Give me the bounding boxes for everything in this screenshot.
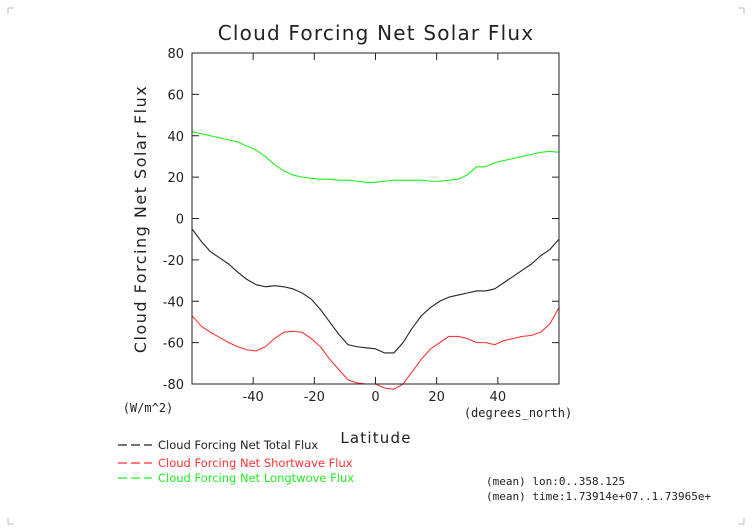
- plot-frame: [191, 52, 560, 385]
- x-axis-units: (degrees_north): [464, 406, 572, 420]
- annotation-1: (mean) lon:0..358.125: [486, 475, 625, 488]
- legend-label-3: Cloud Forcing Net Longtwove Flux: [158, 471, 354, 485]
- legend: Cloud Forcing Net Total Flux Cloud Forcin…: [118, 438, 354, 485]
- y-tick-label: -20: [163, 254, 184, 269]
- y-axis-ticks: 80 60 40 20 0 -20 -40 -60 -80: [163, 47, 559, 393]
- y-tick-label: 80: [167, 47, 184, 62]
- x-tick-label: 20: [428, 390, 445, 405]
- x-tick-label: 40: [490, 390, 507, 405]
- annotation-2: (mean) time:1.73914e+07..1.73965e+: [486, 490, 712, 503]
- series-line-3: [191, 131, 560, 183]
- y-tick-label: 20: [167, 171, 184, 186]
- y-tick-label: 60: [167, 88, 184, 103]
- y-axis-label: Cloud Forcing Net Solar Flux: [131, 85, 150, 353]
- x-axis-ticks: -40 -20 0 20 40: [243, 53, 507, 405]
- x-tick-label: -20: [304, 390, 325, 405]
- y-tick-label: -80: [163, 378, 184, 393]
- corner-marks: [7, 7, 745, 525]
- x-tick-label: 0: [371, 390, 379, 405]
- y-tick-label: -60: [163, 337, 184, 352]
- x-axis-label: Latitude: [340, 429, 411, 447]
- legend-label-2: Cloud Forcing Net Shortwave Flux: [158, 456, 353, 470]
- legend-label-1: Cloud Forcing Net Total Flux: [158, 438, 318, 452]
- series-lines: [191, 131, 560, 390]
- series-line-1: [191, 228, 560, 354]
- x-tick-label: -40: [243, 390, 264, 405]
- chart-title: Cloud Forcing Net Solar Flux: [218, 21, 535, 45]
- y-axis-units: (W/m^2): [123, 401, 174, 415]
- y-tick-label: 40: [167, 130, 184, 145]
- y-tick-label: -40: [163, 295, 184, 310]
- y-tick-label: 0: [176, 213, 184, 228]
- annotations: (mean) lon:0..358.125 (mean) time:1.73914…: [486, 475, 712, 503]
